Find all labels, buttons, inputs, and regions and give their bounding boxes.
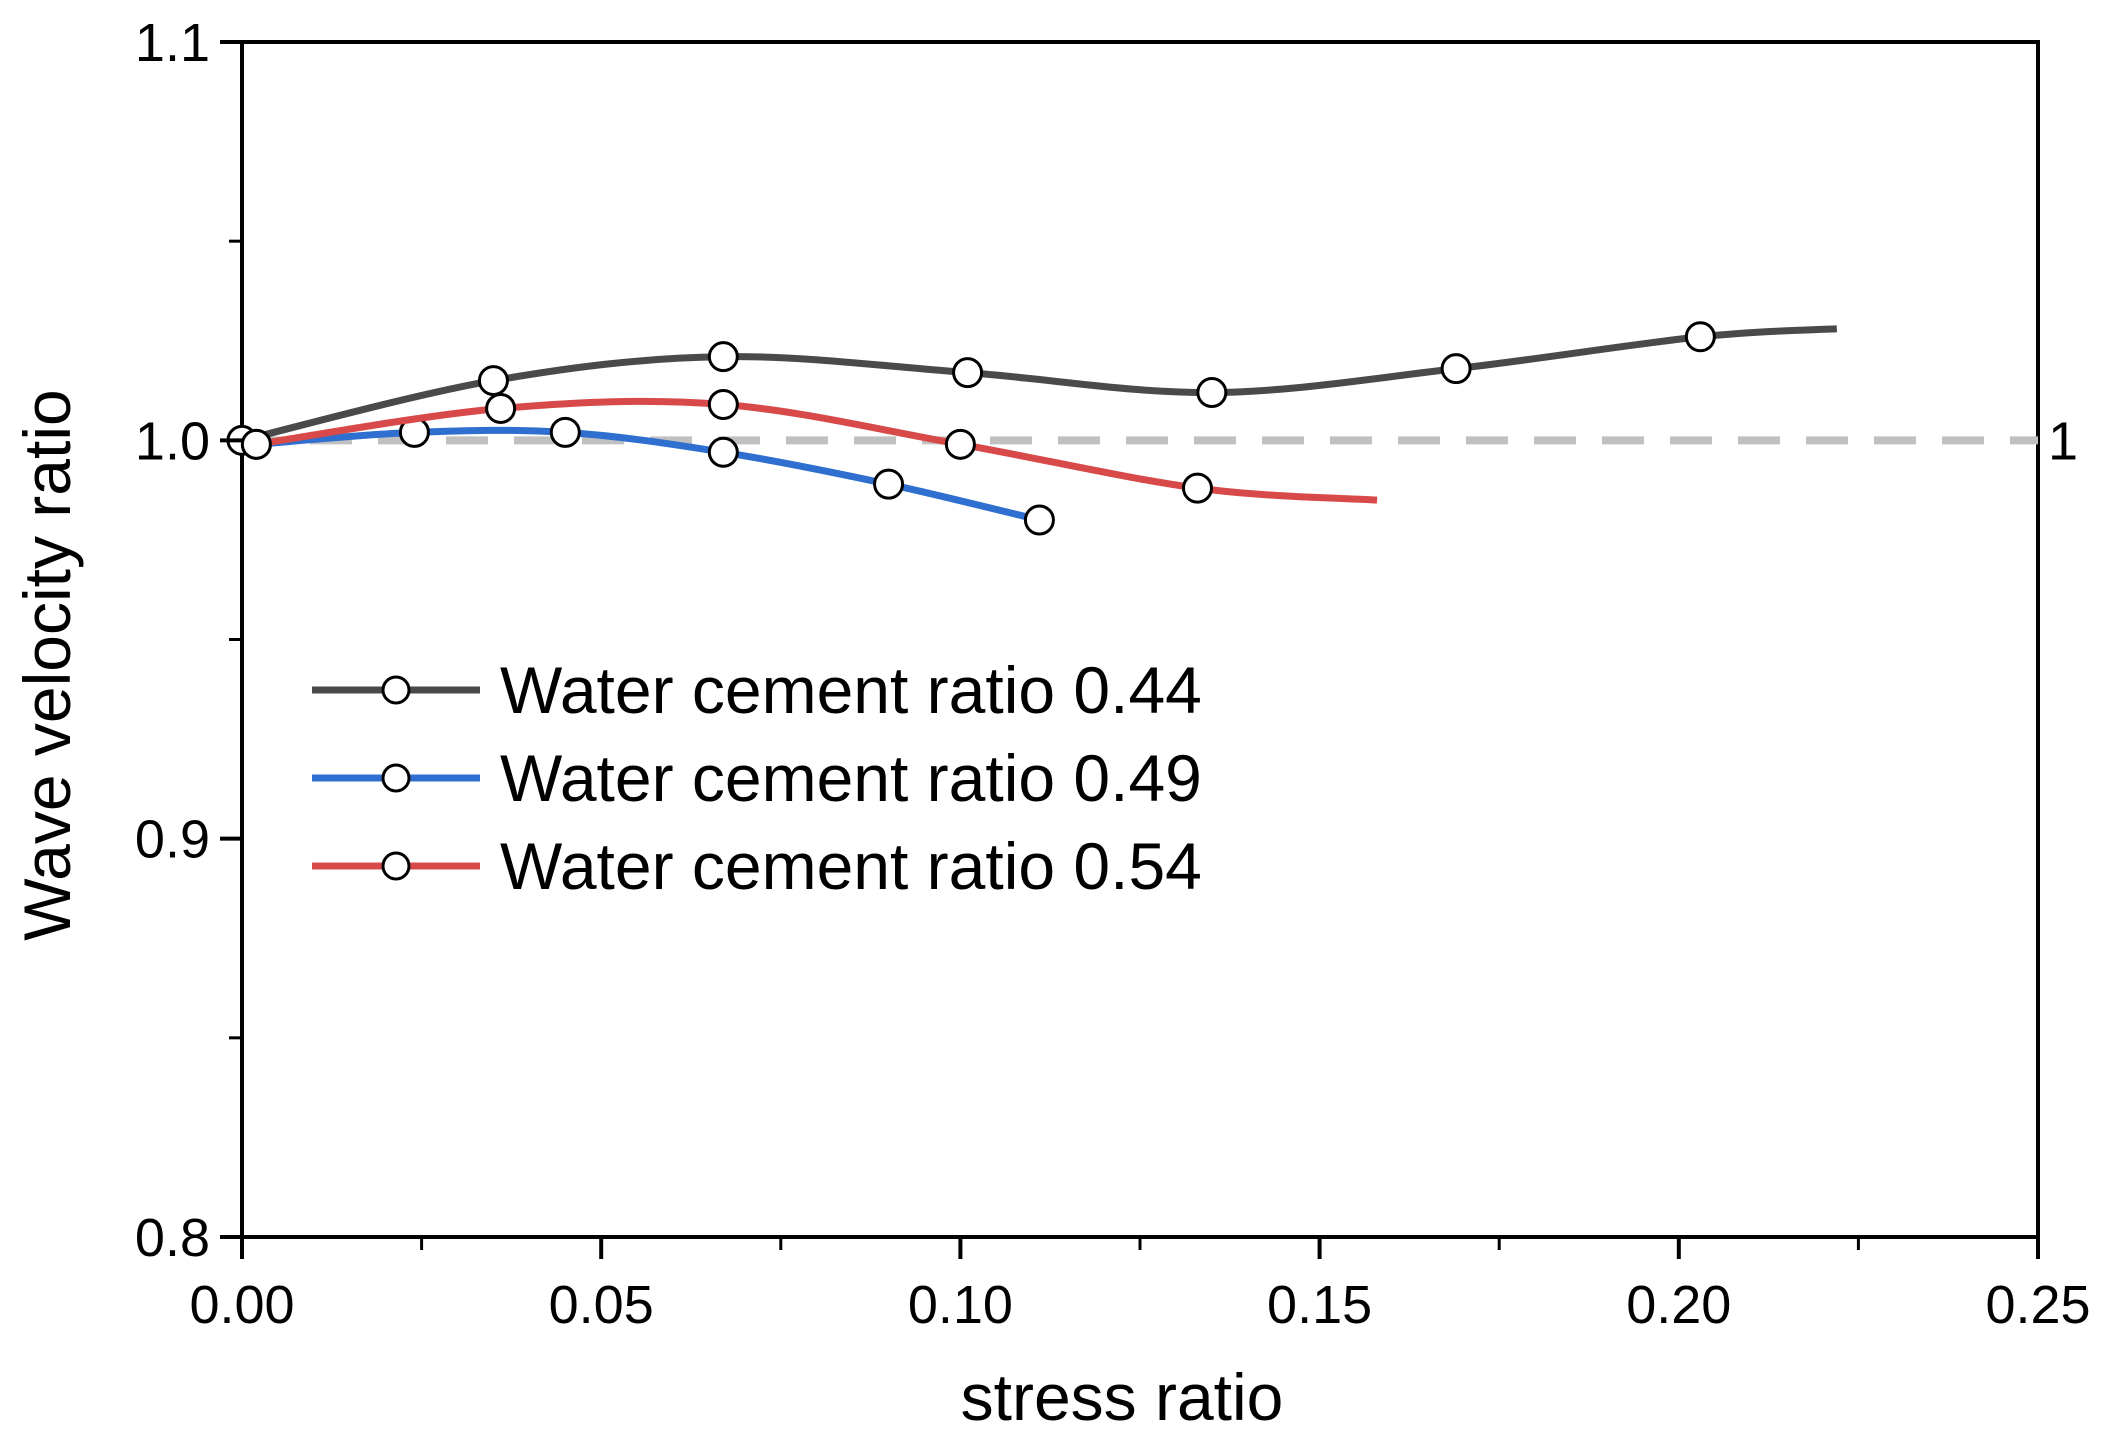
- y-tick-label: 1.1: [135, 13, 210, 73]
- data-point: [240, 428, 272, 460]
- axes: 0.00 0.05 0.10 0.15 0.20 0.25 0.8 0.9 1.0 1.1: [135, 13, 2091, 1335]
- data-point: [707, 436, 739, 468]
- legend-label: Water cement ratio 0.49: [500, 741, 1202, 815]
- x-tick-label: 0.10: [908, 1275, 1013, 1335]
- y-tick-label: 1.0: [135, 411, 210, 471]
- legend-item: Water cement ratio 0.54: [312, 829, 1202, 903]
- data-point: [485, 392, 517, 424]
- legend-label: Water cement ratio 0.44: [500, 653, 1202, 727]
- data-point: [1023, 504, 1055, 536]
- data-point: [1196, 377, 1228, 409]
- legend-marker: [381, 675, 411, 705]
- legend-item: Water cement ratio 0.49: [312, 741, 1202, 815]
- data-point: [944, 428, 976, 460]
- y-tick-label: 0.9: [135, 810, 210, 870]
- series-2: [240, 416, 1055, 536]
- data-point: [1684, 321, 1716, 353]
- legend-marker: [381, 851, 411, 881]
- reference-line-group: 1: [242, 411, 2078, 471]
- x-tick-label: 0.25: [1985, 1275, 2090, 1335]
- plot-area: [240, 40, 2040, 1239]
- legend-label: Water cement ratio 0.54: [500, 829, 1202, 903]
- series-line: [256, 426, 1041, 524]
- x-tick-label: 0.15: [1267, 1275, 1372, 1335]
- x-tick-label: 0.05: [549, 1275, 654, 1335]
- x-axis-title: stress ratio: [961, 1360, 1284, 1434]
- legend: Water cement ratio 0.44 Water cement rati…: [312, 653, 1202, 903]
- data-point: [549, 416, 581, 448]
- legend-marker: [381, 763, 411, 793]
- data-point: [1181, 472, 1213, 504]
- y-axis-title: Wave velocity ratio: [10, 389, 84, 940]
- data-point: [873, 468, 905, 500]
- y-tick-label: 0.8: [135, 1208, 210, 1268]
- series-3: [240, 388, 1378, 504]
- data-point: [477, 365, 509, 397]
- plot-border: [240, 40, 2040, 1239]
- x-tick-label: 0.20: [1626, 1275, 1731, 1335]
- data-point: [707, 388, 739, 420]
- data-point: [1440, 353, 1472, 385]
- reference-line-label: 1: [2048, 411, 2078, 471]
- x-tick-label: 0.00: [189, 1275, 294, 1335]
- series-1: [226, 321, 1838, 456]
- legend-item: Water cement ratio 0.44: [312, 653, 1202, 727]
- series-group: [226, 321, 1838, 536]
- data-point: [952, 357, 984, 389]
- data-point: [707, 341, 739, 373]
